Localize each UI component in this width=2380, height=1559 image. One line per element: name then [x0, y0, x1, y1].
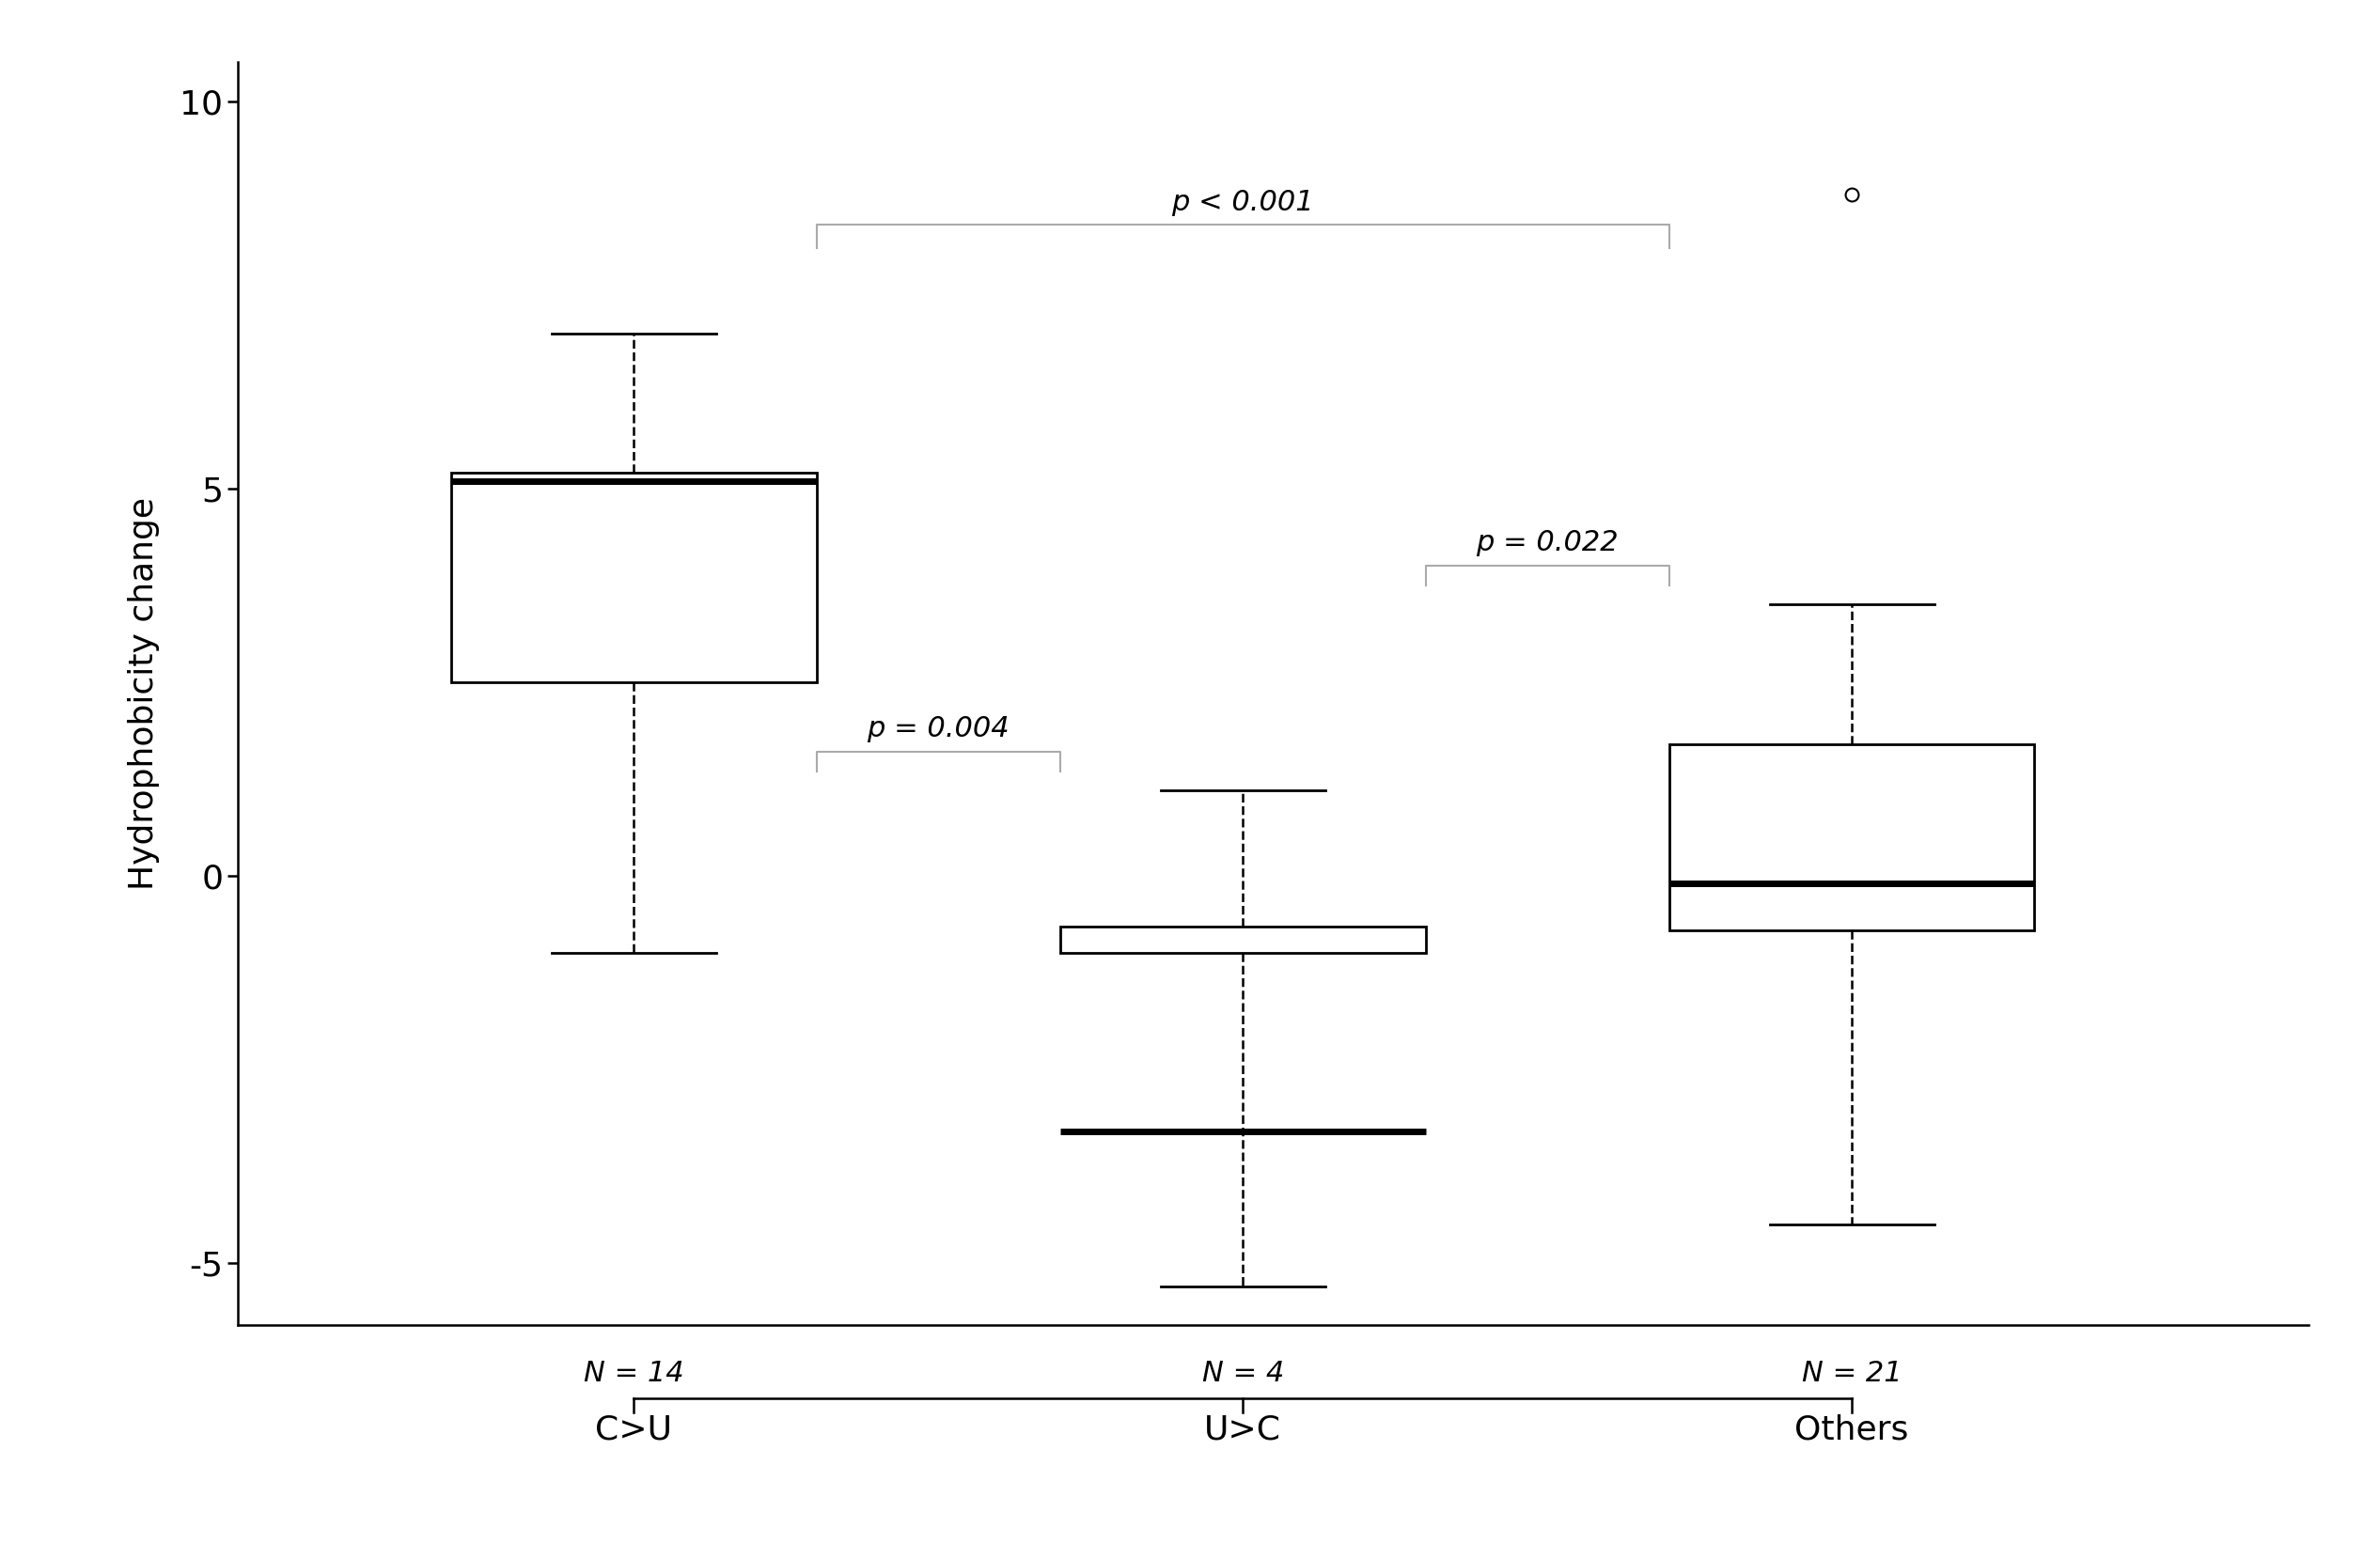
Bar [1668, 744, 2035, 931]
Y-axis label: Hydrophobicity change: Hydrophobicity change [129, 497, 159, 890]
Text: N = 14: N = 14 [583, 1359, 683, 1388]
Bar [452, 472, 816, 683]
Text: p = 0.022: p = 0.022 [1476, 530, 1618, 557]
Text: p < 0.001: p < 0.001 [1171, 189, 1314, 215]
Bar [1059, 926, 1426, 953]
Text: N = 4: N = 4 [1202, 1359, 1283, 1388]
Text: C>U: C>U [595, 1414, 674, 1447]
Text: p = 0.004: p = 0.004 [866, 716, 1009, 742]
Text: N = 21: N = 21 [1802, 1359, 1902, 1388]
Text: Others: Others [1795, 1414, 1909, 1447]
Text: U>C: U>C [1204, 1414, 1280, 1447]
